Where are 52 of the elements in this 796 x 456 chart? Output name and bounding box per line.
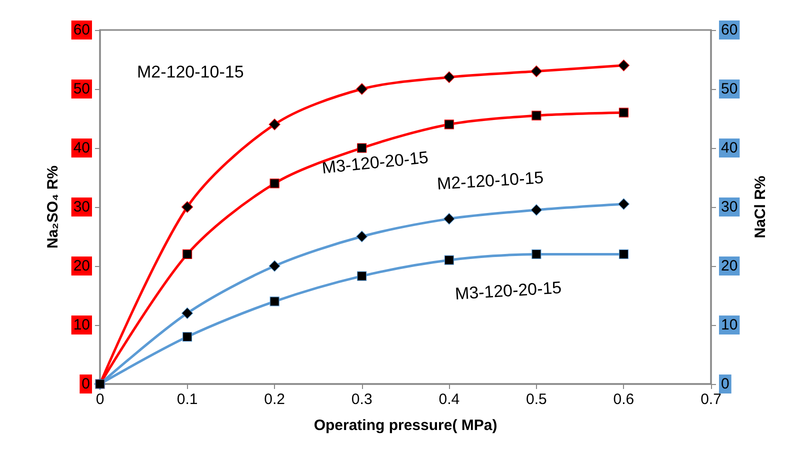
y-tick-label: 20 — [73, 258, 90, 274]
y2-tick-label: 10 — [721, 316, 738, 334]
point — [618, 60, 630, 72]
y2-tick-label: 30 — [721, 198, 738, 216]
x-axis-title: Operating pressure( MPa) — [314, 417, 498, 434]
point — [532, 249, 542, 259]
y2-tick-label: 60 — [721, 22, 738, 38]
point — [181, 201, 194, 213]
x-tick-label: 0.4 — [438, 391, 460, 408]
point — [532, 110, 542, 120]
x-tick-label: 0.6 — [613, 391, 634, 408]
point — [182, 332, 192, 342]
x-tick-label: 0.1 — [176, 391, 198, 408]
point — [530, 66, 542, 78]
point — [357, 271, 367, 281]
point — [618, 198, 630, 210]
text: M2-120-10-15 — [137, 62, 244, 82]
point — [618, 108, 629, 118]
point — [530, 204, 542, 216]
x-tick-label: 0.5 — [526, 391, 547, 408]
y-tick-label: 50 — [73, 80, 90, 98]
y-tick-label: 30 — [73, 198, 90, 216]
x-tick-label: 0.2 — [264, 391, 285, 408]
x-tick-label: 0.3 — [351, 391, 372, 408]
y-tick-label: 60 — [73, 22, 90, 38]
point — [270, 178, 280, 188]
y2-tick-label: 0 — [721, 376, 730, 392]
point — [618, 249, 629, 259]
y-tick-label: 0 — [82, 376, 90, 392]
y2-tick-label: 50 — [721, 80, 738, 98]
point — [356, 83, 368, 95]
point — [444, 255, 454, 265]
series-label: M2-120-10-15 — [436, 168, 544, 194]
point — [181, 307, 194, 319]
x-tick-label: 0.7 — [700, 391, 722, 408]
x-tick-label: 0 — [96, 391, 104, 408]
point — [268, 260, 280, 272]
y-tick-label: 10 — [73, 316, 90, 334]
point — [443, 213, 455, 225]
point — [182, 249, 192, 259]
point — [268, 118, 280, 130]
point — [356, 230, 368, 242]
y2-tick-label: 40 — [721, 140, 738, 156]
series-label: M3-120-20-15 — [454, 278, 562, 304]
point — [270, 296, 280, 306]
y-axis-title: Na₂SO₄ R% — [44, 166, 62, 248]
y2-tick-label: 20 — [721, 258, 738, 274]
text: M3-120-20-15 — [321, 148, 430, 178]
y2-axis-title: NaCl R% — [752, 176, 769, 238]
point — [443, 71, 455, 83]
point — [444, 120, 454, 130]
y-tick-label: 40 — [73, 140, 90, 156]
